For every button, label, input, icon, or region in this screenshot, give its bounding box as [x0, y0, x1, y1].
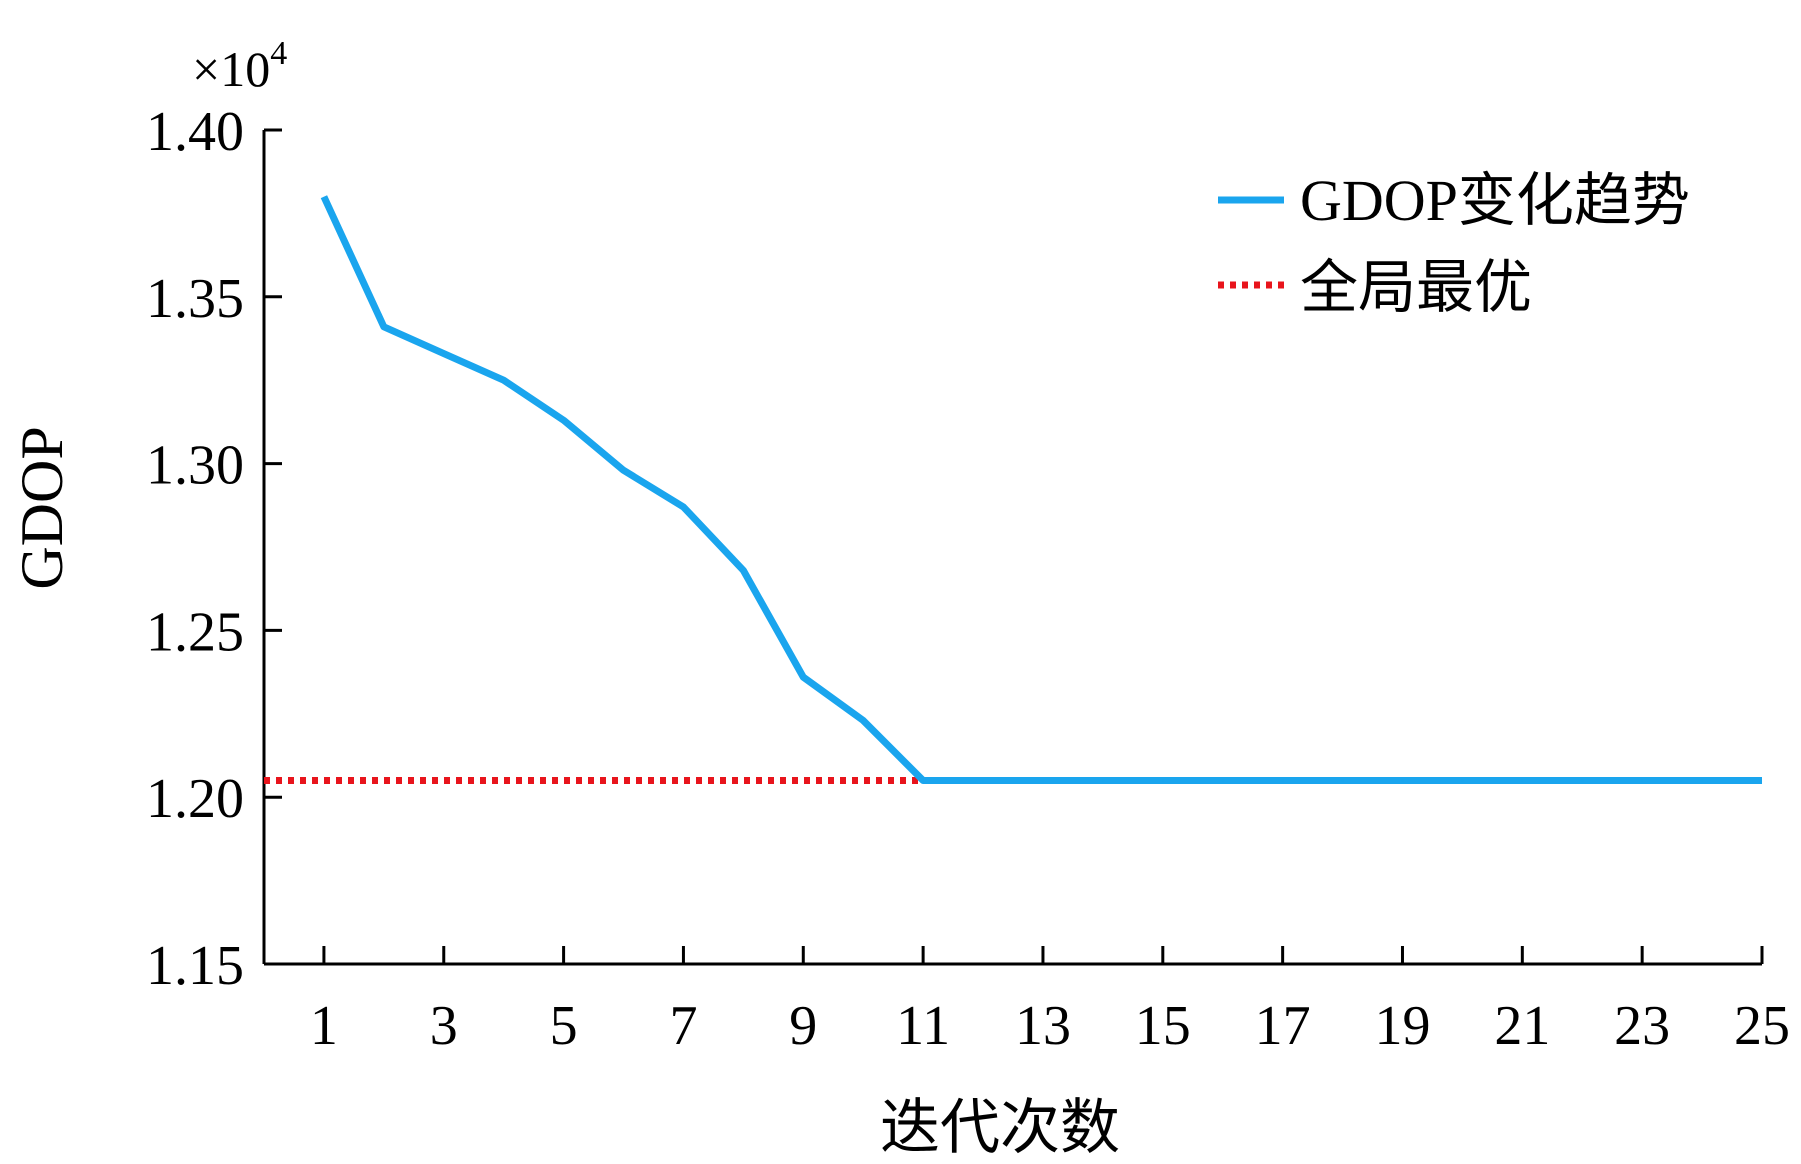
x-tick-label: 11: [896, 995, 950, 1057]
data-point: [982, 779, 985, 782]
x-tick-label: 21: [1494, 995, 1550, 1057]
x-tick-label: 13: [1015, 995, 1071, 1057]
x-tick-label: 7: [669, 995, 697, 1057]
x-tick-label: 3: [430, 995, 458, 1057]
x-tick-label: 23: [1614, 995, 1670, 1057]
data-point: [742, 569, 745, 572]
x-tick-label: 9: [789, 995, 817, 1057]
data-point: [502, 379, 505, 382]
y-axis-title: GDOP: [9, 426, 75, 589]
data-point: [1461, 779, 1464, 782]
data-point: [622, 469, 625, 472]
data-point: [382, 325, 385, 328]
data-point: [1761, 779, 1764, 782]
x-tick-label: 19: [1374, 995, 1430, 1057]
y-tick-label: 1.15: [146, 935, 244, 997]
data-point: [802, 676, 805, 679]
legend-label-global-optimum: 全局最优: [1300, 255, 1532, 320]
data-point: [442, 352, 445, 355]
x-axis-title: 迭代次数: [880, 1095, 1120, 1159]
x-tick-label: 25: [1734, 995, 1790, 1057]
data-point: [562, 419, 565, 422]
data-point: [1401, 779, 1404, 782]
x-tick-label: 1: [310, 995, 338, 1057]
y-tick-label: 1.40: [146, 101, 244, 163]
data-point: [1581, 779, 1584, 782]
data-point: [922, 779, 925, 782]
y-axis-multiplier: ×104: [192, 35, 287, 97]
x-tick-label: 5: [550, 995, 578, 1057]
plot-area: [264, 195, 1764, 785]
legend: GDOP变化趋势 全局最优: [1218, 168, 1690, 320]
data-point: [862, 719, 865, 722]
y-axis-multiplier-exponent: 4: [270, 35, 287, 72]
x-tick-label: 17: [1255, 995, 1311, 1057]
series-line-gdop-trend: [320, 195, 1762, 785]
data-point: [682, 505, 685, 508]
y-tick-label: 1.20: [146, 768, 244, 830]
data-point: [1641, 779, 1644, 782]
y-tick-label: 1.25: [146, 601, 244, 663]
legend-label-gdop-trend: GDOP变化趋势: [1300, 168, 1690, 233]
x-tick-label: 15: [1135, 995, 1191, 1057]
axes: 1.151.201.251.301.351.401 3 5 7 9 11 13 15 17 19 2…: [146, 101, 1790, 1057]
data-point: [1041, 779, 1044, 782]
data-point: [1341, 779, 1344, 782]
data-point: [1161, 779, 1164, 782]
data-point: [1101, 779, 1104, 782]
data-point: [1221, 779, 1224, 782]
y-axis-multiplier-base: ×10: [192, 41, 270, 97]
data-point: [1701, 779, 1704, 782]
data-point: [1281, 779, 1284, 782]
y-tick-label: 1.35: [146, 268, 244, 330]
data-point: [1521, 779, 1524, 782]
y-tick-label: 1.30: [146, 435, 244, 497]
data-point: [322, 195, 325, 198]
